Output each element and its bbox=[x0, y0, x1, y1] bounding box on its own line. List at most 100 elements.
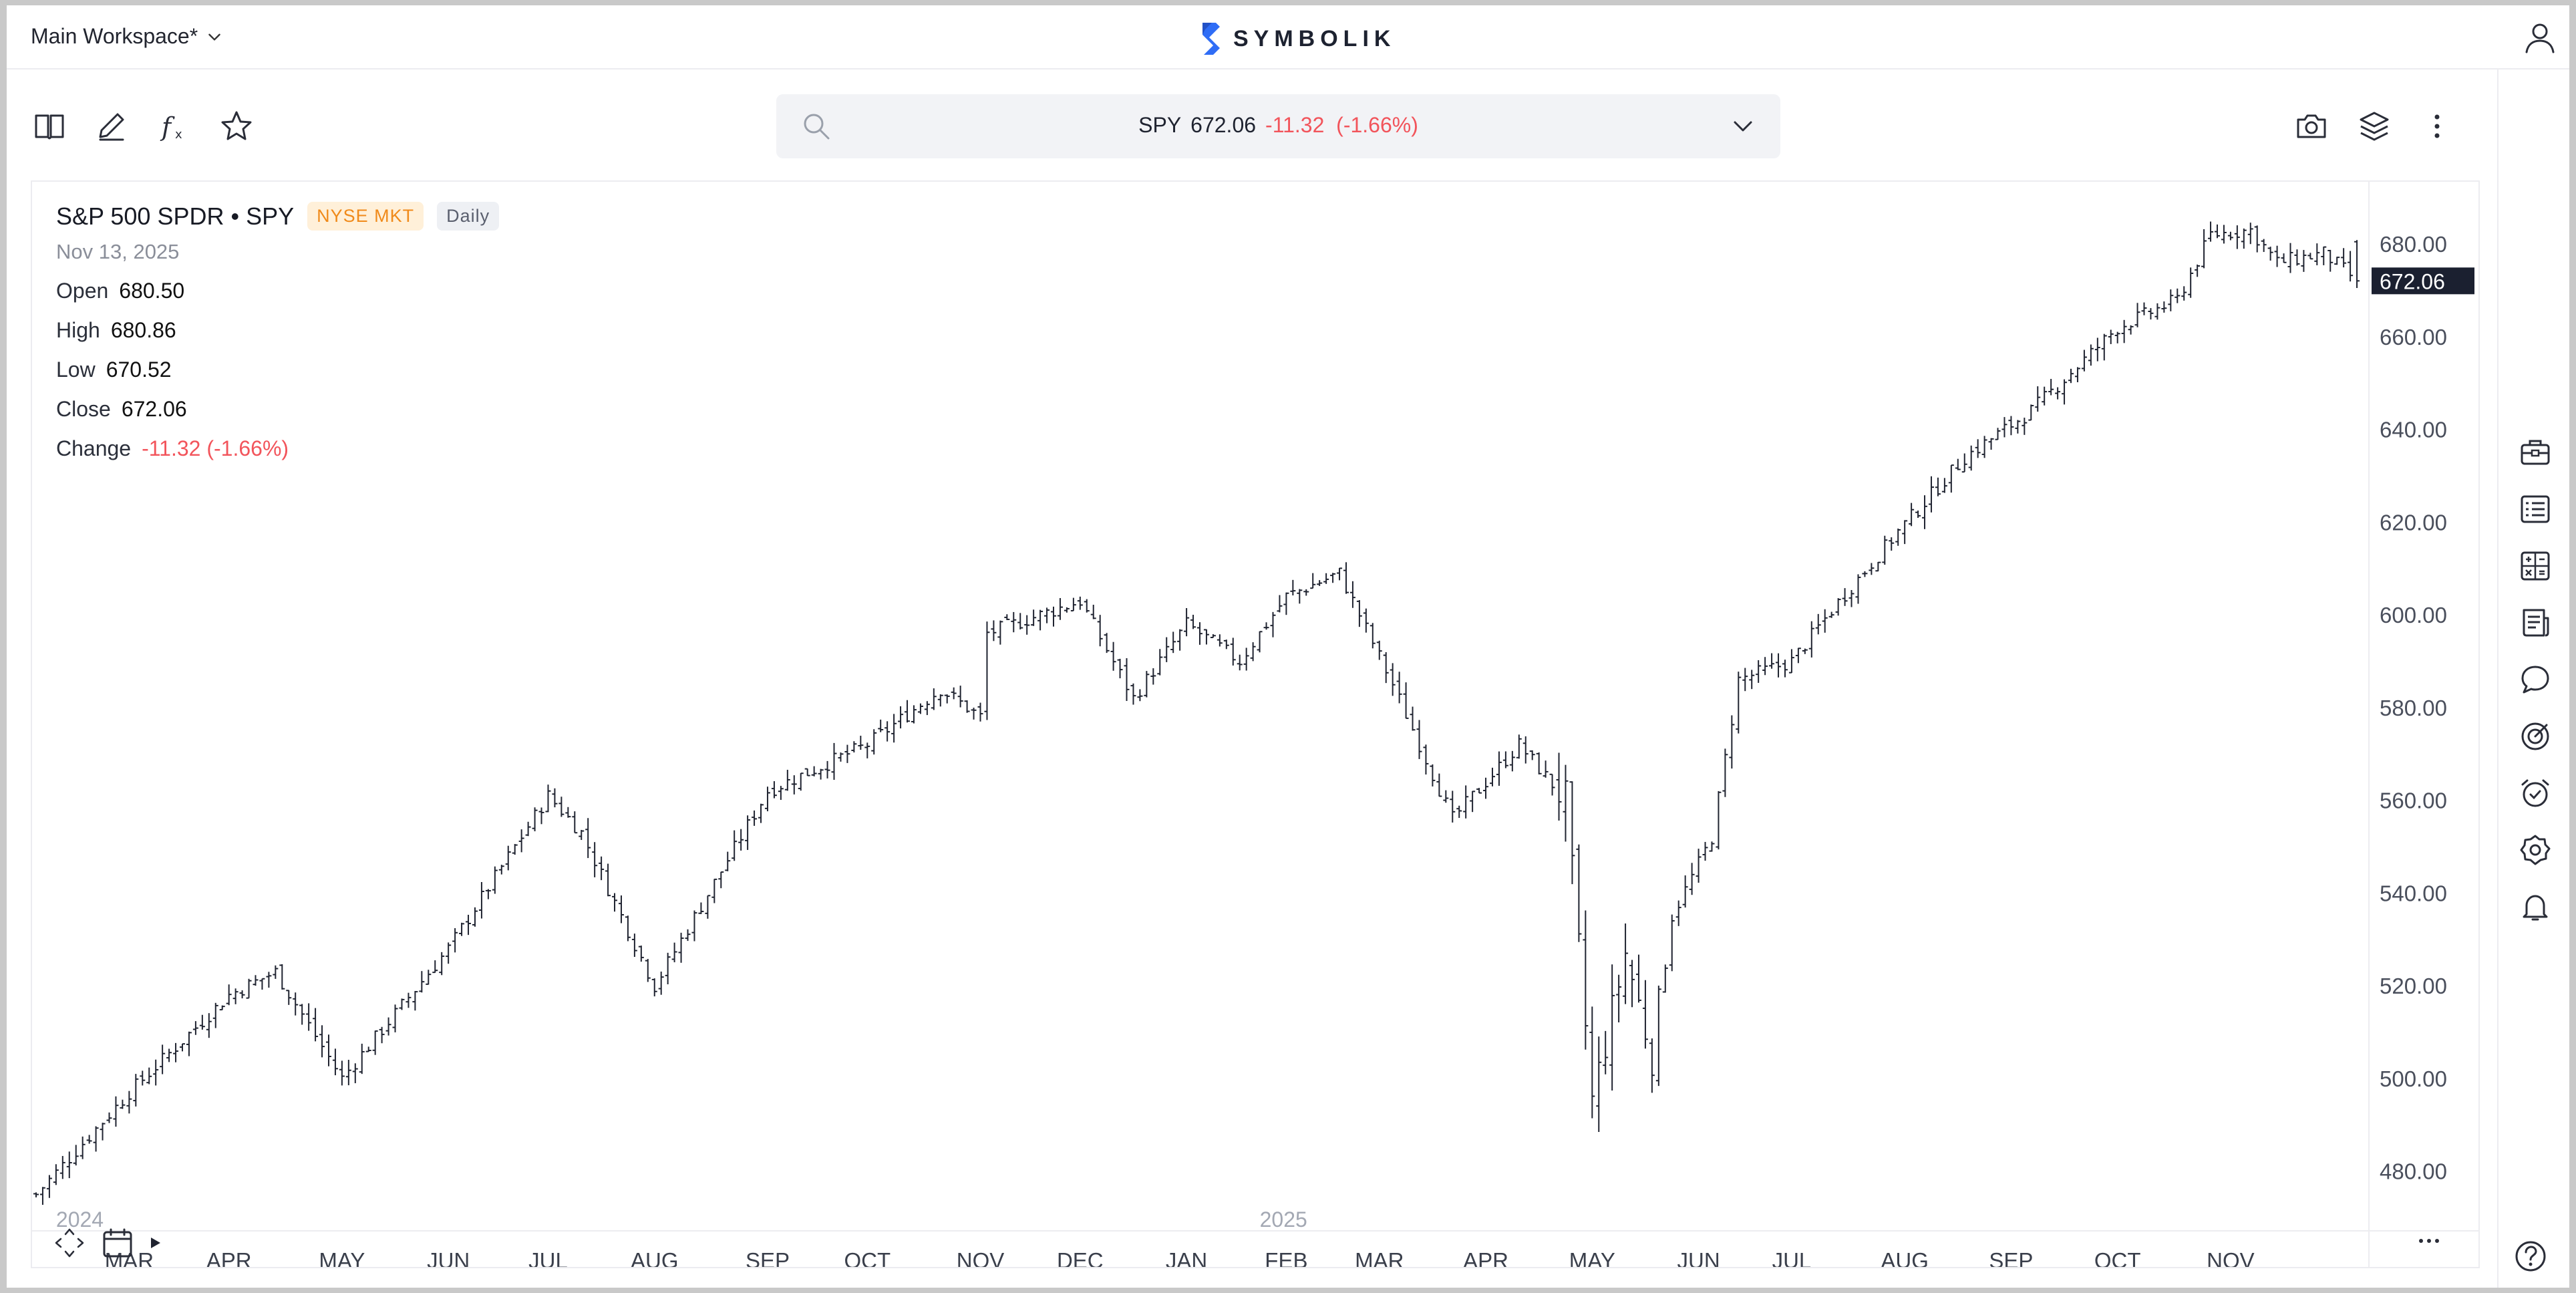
more-options-button[interactable] bbox=[2418, 108, 2456, 145]
calendar-icon[interactable] bbox=[100, 1226, 135, 1260]
ohlc-bar bbox=[2081, 349, 2087, 372]
ohlc-bar bbox=[2241, 228, 2247, 249]
ohlc-bar bbox=[2134, 303, 2140, 327]
watchlist-icon bbox=[2521, 495, 2550, 523]
ohlc-bar bbox=[1635, 954, 1641, 1003]
ohlc-bar bbox=[1144, 671, 1150, 698]
ohlc-bar bbox=[638, 946, 644, 962]
ohlc-bar bbox=[891, 714, 897, 743]
ohlc-bar bbox=[1941, 478, 1947, 493]
ohlc-bar bbox=[498, 865, 504, 875]
y-tick-label: 540.00 bbox=[2380, 881, 2447, 905]
legend-date: Nov 13, 2025 bbox=[56, 240, 180, 263]
y-tick-label: 600.00 bbox=[2380, 603, 2447, 627]
y-tick-label: 660.00 bbox=[2380, 325, 2447, 349]
ohlc-bar bbox=[905, 700, 911, 723]
ohlc-bar bbox=[219, 1005, 225, 1011]
guide-button[interactable] bbox=[31, 108, 68, 145]
ohlc-bar bbox=[1004, 614, 1010, 620]
more-vertical-icon bbox=[2434, 114, 2440, 138]
favorites-button[interactable] bbox=[218, 108, 255, 145]
ohlc-bar bbox=[538, 807, 544, 825]
ohlc-bar bbox=[658, 972, 664, 995]
right-sidebar bbox=[2497, 68, 2569, 1288]
last-price-badge bbox=[2372, 267, 2474, 295]
x-tick-label: OCT bbox=[2094, 1248, 2141, 1267]
ohlc-bar bbox=[1356, 600, 1362, 627]
ohlc-bar bbox=[2001, 417, 2007, 438]
ohlc-bar bbox=[718, 871, 724, 889]
ohlc-bar bbox=[1390, 663, 1396, 696]
workspace-selector[interactable]: Main Workspace* bbox=[31, 24, 223, 49]
svg-text:x: x bbox=[175, 128, 182, 142]
ohlc-bar bbox=[86, 1135, 92, 1144]
news-icon bbox=[2523, 609, 2549, 637]
news-button[interactable] bbox=[2519, 606, 2552, 639]
help-button[interactable] bbox=[2513, 1239, 2548, 1274]
ohlc-bar bbox=[1696, 849, 1702, 883]
ohlc-bar bbox=[1556, 752, 1562, 821]
ohlc-bar bbox=[459, 922, 465, 936]
symbol-search[interactable]: SPY 672.06 -11.32 (-1.66%) bbox=[776, 94, 1780, 158]
snapshot-button[interactable] bbox=[2293, 108, 2330, 145]
watchlist-button[interactable] bbox=[2519, 492, 2552, 526]
price-chart[interactable]: 680.00 660.00 640.00 620.00 600.00 580.00 560.… bbox=[32, 182, 2478, 1267]
ohlc-bar bbox=[120, 1099, 126, 1109]
notifications-button[interactable] bbox=[2519, 890, 2552, 923]
indicators-button[interactable]: f x bbox=[155, 108, 192, 145]
chevron-down-icon[interactable] bbox=[1730, 113, 1756, 140]
ohlc-bar bbox=[1835, 598, 1841, 616]
signals-button[interactable] bbox=[2519, 720, 2552, 753]
play-icon[interactable] bbox=[148, 1226, 163, 1260]
ohlc-bar bbox=[1097, 615, 1103, 647]
ohlc-bar bbox=[1130, 683, 1136, 705]
ohlc-bar bbox=[951, 687, 957, 700]
ohlc-bar bbox=[1642, 980, 1648, 1049]
ohlc-bar bbox=[39, 1187, 45, 1205]
ohlc-bar bbox=[253, 975, 259, 986]
user-account-button[interactable] bbox=[2523, 20, 2557, 55]
ohlc-bar bbox=[439, 952, 445, 976]
ohlc-bar bbox=[558, 797, 565, 817]
x-tick-label: AUG bbox=[1881, 1248, 1929, 1267]
x-tick-label: JUL bbox=[1772, 1248, 1812, 1267]
quote-last: 672.06 bbox=[1190, 113, 1257, 137]
ohlc-bar bbox=[446, 942, 452, 964]
ohlc-bar bbox=[372, 1030, 378, 1055]
pencil-icon bbox=[99, 113, 124, 141]
ohlc-bar bbox=[585, 818, 591, 859]
chart-panel[interactable]: 680.00 660.00 640.00 620.00 600.00 580.00 560.… bbox=[31, 180, 2480, 1268]
ohlc-bar bbox=[2301, 250, 2307, 272]
ohlc-bar bbox=[1410, 706, 1416, 731]
interval-badge[interactable]: Daily bbox=[437, 202, 500, 231]
ohlc-bar bbox=[771, 781, 777, 799]
ohlc-bar bbox=[2114, 331, 2120, 343]
ohlc-bar bbox=[1889, 537, 1895, 551]
settings-button[interactable] bbox=[2519, 833, 2552, 867]
ohlc-bar bbox=[1430, 764, 1436, 786]
draw-button[interactable] bbox=[92, 108, 130, 145]
ohlc-bar bbox=[1563, 764, 1569, 842]
ohlc-bar bbox=[1749, 670, 1755, 690]
ohlc-bar bbox=[599, 856, 605, 881]
ohlc-bar bbox=[2062, 379, 2068, 405]
alarm-clock-icon bbox=[2521, 779, 2549, 807]
ohlc-bar bbox=[140, 1070, 146, 1086]
ohlc-bar bbox=[665, 952, 671, 985]
layers-button[interactable] bbox=[2356, 108, 2393, 145]
ohlc-bar bbox=[1450, 791, 1456, 823]
alarms-button[interactable] bbox=[2519, 776, 2552, 810]
ohlc-bar bbox=[1290, 579, 1296, 596]
ohlc-bar bbox=[984, 621, 990, 720]
more-horizontal-icon[interactable] bbox=[2409, 1224, 2449, 1258]
chat-button[interactable] bbox=[2519, 663, 2552, 696]
calculator-button[interactable] bbox=[2519, 549, 2552, 583]
ohlc-bar bbox=[2035, 386, 2041, 412]
ohlc-bar bbox=[1882, 535, 1888, 565]
portfolio-button[interactable] bbox=[2519, 436, 2552, 469]
zoom-fit-icon[interactable] bbox=[52, 1226, 87, 1260]
ohlc-bar bbox=[1589, 1006, 1595, 1119]
ohlc-bar bbox=[1988, 438, 1994, 450]
ohlc-bar bbox=[2294, 249, 2300, 266]
ohlc-bar bbox=[472, 907, 478, 927]
